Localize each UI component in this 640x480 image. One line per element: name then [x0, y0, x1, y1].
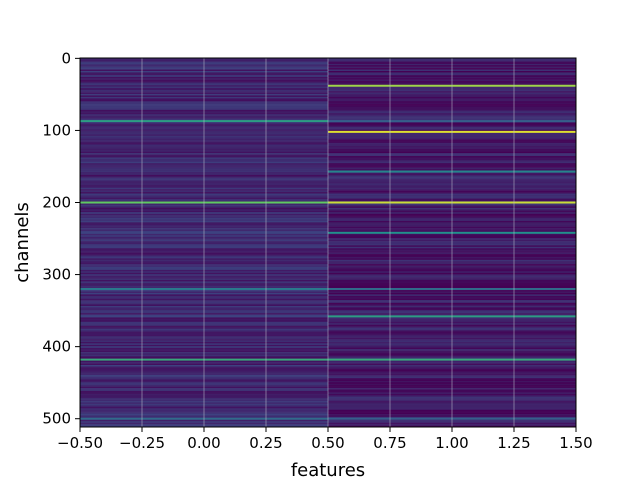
x-axis-ticks: −0.50 −0.25 0.00 0.25 0.50 0.75 1.00 1.25 1.50: [57, 427, 593, 452]
x-tick-label: 0.50: [311, 434, 344, 452]
y-tick-label: 500: [42, 410, 71, 428]
x-tick-label: 0.25: [249, 434, 282, 452]
x-tick-label: 1.00: [435, 434, 468, 452]
y-tick-label: 100: [42, 121, 71, 139]
x-tick-label: 0.00: [187, 434, 220, 452]
y-tick-label: 300: [42, 266, 71, 284]
y-tick-label: 400: [42, 338, 71, 356]
y-tick-label: 200: [42, 194, 71, 212]
x-tick-label: 1.25: [497, 434, 530, 452]
x-axis-label: features: [291, 460, 365, 480]
x-tick-label: −0.25: [119, 434, 165, 452]
x-tick-label: −0.50: [57, 434, 103, 452]
x-tick-label: 1.50: [559, 434, 592, 452]
x-tick-label: 0.75: [373, 434, 406, 452]
y-axis-ticks: 0 100 200 300 400 500: [42, 49, 80, 428]
y-axis-label: channels: [12, 202, 33, 283]
y-tick-label: 0: [61, 49, 71, 67]
